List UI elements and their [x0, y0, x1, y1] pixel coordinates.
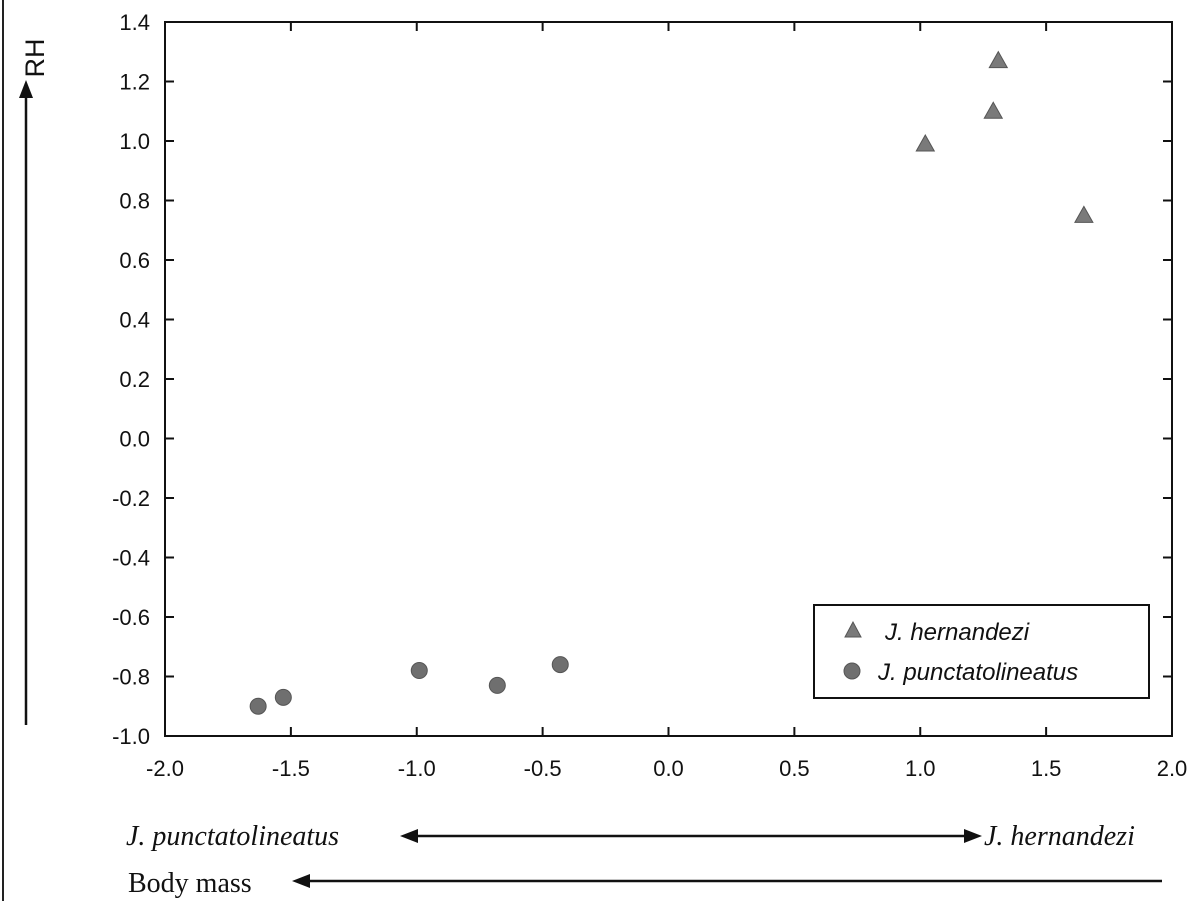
species-double-arrow — [400, 829, 982, 843]
x-tick-label: 0.0 — [653, 756, 684, 781]
punctatolineatus-point — [488, 676, 506, 694]
y-axis: 1.4 1.2 1.0 0.8 0.6 0.4 0.2 0.0 -0.2 -0.4 -0.6 -0.8… — [112, 10, 1172, 749]
legend-label-punctatolineatus: J. punctatolineatus — [877, 659, 1078, 686]
punctatolineatus-point — [551, 656, 569, 674]
species-right-label: J. hernandezi — [984, 821, 1135, 852]
hernandezi-point — [988, 50, 1009, 69]
data-points — [249, 50, 1094, 715]
y-axis-label: RH — [20, 39, 50, 78]
y-tick-label: 0.4 — [119, 308, 150, 333]
x-tick-label: 0.5 — [779, 756, 810, 781]
y-tick-label: 0.0 — [119, 427, 150, 452]
y-tick-label: -0.6 — [112, 605, 150, 630]
x-axis: -2.0 -1.5 -1.0 -0.5 0.0 0.5 1.0 1.5 2.0 — [146, 22, 1187, 781]
rh-arrow — [19, 80, 33, 725]
y-tick-label: 0.6 — [119, 248, 150, 273]
legend-triangle-marker — [844, 620, 862, 638]
y-tick-label: -0.2 — [112, 486, 150, 511]
hernandezi-point — [1074, 205, 1094, 223]
x-tick-label: 2.0 — [1157, 756, 1188, 781]
x-tick-label: 1.0 — [905, 756, 936, 781]
x-tick-label: -1.0 — [398, 756, 436, 781]
y-tick-label: 0.8 — [119, 189, 150, 214]
body-mass-arrow — [292, 874, 1162, 888]
hernandezi-point — [983, 101, 1004, 119]
x-tick-label: 1.5 — [1031, 756, 1062, 781]
y-tick-label: -1.0 — [112, 724, 150, 749]
punctatolineatus-point — [274, 688, 292, 706]
legend: J. hernandezi J. punctatolineatus — [813, 604, 1150, 699]
y-tick-label: 1.2 — [119, 70, 150, 95]
x-tick-label: -0.5 — [524, 756, 562, 781]
y-tick-label: 1.4 — [119, 10, 150, 35]
y-tick-label: -0.8 — [112, 665, 150, 690]
legend-circle-marker — [843, 662, 861, 680]
body-mass-label: Body mass — [128, 868, 252, 899]
x-tick-label: -1.5 — [272, 756, 310, 781]
y-tick-label: -0.4 — [112, 546, 150, 571]
hernandezi-point — [915, 133, 936, 152]
species-left-label: J. punctatolineatus — [126, 821, 339, 852]
legend-label-hernandezi: J. hernandezi — [884, 619, 1030, 646]
y-tick-label: 0.2 — [119, 367, 150, 392]
y-tick-label: 1.0 — [119, 129, 150, 154]
x-tick-label: -2.0 — [146, 756, 184, 781]
legend-box — [813, 604, 1150, 699]
punctatolineatus-point — [249, 697, 267, 715]
punctatolineatus-point — [410, 662, 428, 680]
